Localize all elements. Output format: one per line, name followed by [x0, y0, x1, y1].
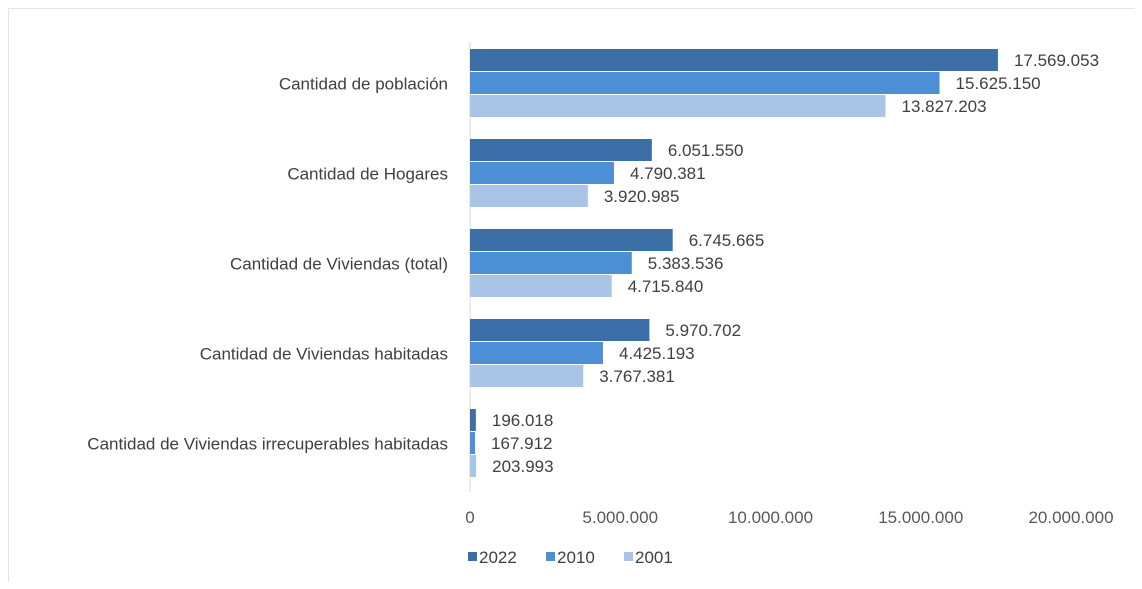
category-label: Cantidad de Hogares	[287, 165, 448, 184]
legend: 2022 2010 2001	[468, 548, 673, 567]
bar-2010	[470, 72, 940, 94]
x-tick-label: 10.000.000	[728, 508, 813, 527]
bar-2022	[470, 229, 673, 251]
legend-swatch-2022	[468, 552, 477, 561]
x-tick-label: 15.000.000	[878, 508, 963, 527]
data-label: 5.970.702	[665, 321, 741, 340]
bar-2001	[470, 455, 477, 477]
data-label: 3.767.381	[599, 367, 675, 386]
data-label: 196.018	[492, 411, 553, 430]
data-label: 5.383.536	[648, 254, 724, 273]
bar-2001	[470, 95, 886, 117]
bar-2001	[470, 365, 584, 387]
data-label: 4.715.840	[628, 277, 704, 296]
legend-label: 2010	[557, 548, 595, 567]
bar-2022	[470, 409, 476, 431]
bar-2001	[470, 185, 588, 207]
bar-2022	[470, 139, 652, 161]
data-label: 3.920.985	[604, 187, 680, 206]
data-label: 15.625.150	[956, 74, 1041, 93]
data-label: 203.993	[492, 457, 553, 476]
bar-2010	[470, 252, 632, 274]
legend-label: 2001	[635, 548, 673, 567]
category-label: Cantidad de población	[279, 75, 448, 94]
category-label: Cantidad de Viviendas irrecuperables hab…	[87, 435, 448, 454]
bar-2010	[470, 432, 476, 454]
data-label: 6.051.550	[668, 141, 744, 160]
x-tick-label: 5.000.000	[582, 508, 658, 527]
x-tick-label: 20.000.000	[1028, 508, 1113, 527]
x-tick-label: 0	[465, 508, 474, 527]
legend-label: 2022	[479, 548, 517, 567]
bar-2022	[470, 319, 650, 341]
legend-swatch-2001	[624, 552, 633, 561]
category-label: Cantidad de Viviendas habitadas	[200, 345, 448, 364]
plot-area: Cantidad de población 17.569.053 15.625.15…	[87, 42, 1114, 527]
data-label: 167.912	[491, 434, 552, 453]
bar-2010	[470, 162, 614, 184]
data-label: 4.425.193	[619, 344, 695, 363]
bar-2022	[470, 49, 998, 71]
chart-frame	[8, 8, 1135, 582]
legend-swatch-2010	[546, 552, 555, 561]
data-label: 17.569.053	[1014, 51, 1099, 70]
data-label: 13.827.203	[902, 97, 987, 116]
data-label: 6.745.665	[689, 231, 765, 250]
bar-2001	[470, 275, 612, 297]
bar-2010	[470, 342, 603, 364]
category-label: Cantidad de Viviendas (total)	[230, 255, 448, 274]
data-label: 4.790.381	[630, 164, 706, 183]
